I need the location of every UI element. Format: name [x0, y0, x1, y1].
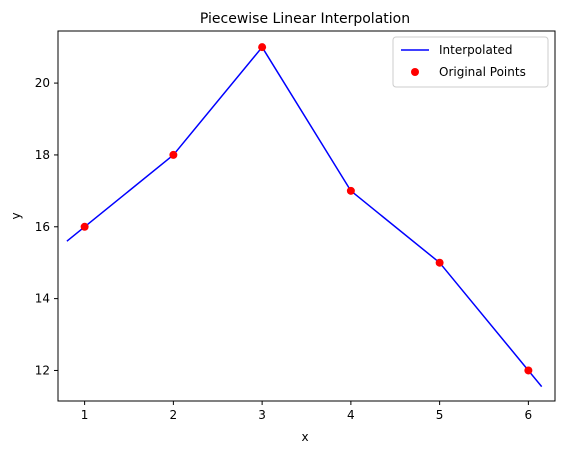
- legend: Interpolated Original Points: [393, 37, 548, 87]
- x-tick-label: 2: [170, 408, 178, 422]
- y-tick-label: 20: [35, 76, 50, 90]
- x-tick-label: 6: [525, 408, 533, 422]
- y-tick-label: 18: [35, 148, 50, 162]
- original-point: [169, 151, 177, 159]
- legend-marker-swatch: [411, 68, 419, 76]
- original-point: [524, 366, 532, 374]
- original-point: [436, 259, 444, 267]
- legend-label-interpolated: Interpolated: [439, 43, 513, 57]
- x-tick-label: 3: [258, 408, 266, 422]
- original-point: [258, 43, 266, 51]
- legend-label-original-points: Original Points: [439, 65, 526, 79]
- x-axis-label: x: [301, 430, 308, 444]
- x-tick-label: 1: [81, 408, 89, 422]
- y-tick-label: 14: [35, 292, 50, 306]
- original-point: [347, 187, 355, 195]
- chart-title: Piecewise Linear Interpolation: [200, 11, 410, 27]
- x-tick-label: 5: [436, 408, 444, 422]
- y-axis-label: y: [9, 212, 23, 219]
- x-tick-label: 4: [347, 408, 355, 422]
- original-point: [81, 223, 89, 231]
- y-tick-label: 16: [35, 220, 50, 234]
- y-tick-label: 12: [35, 363, 50, 377]
